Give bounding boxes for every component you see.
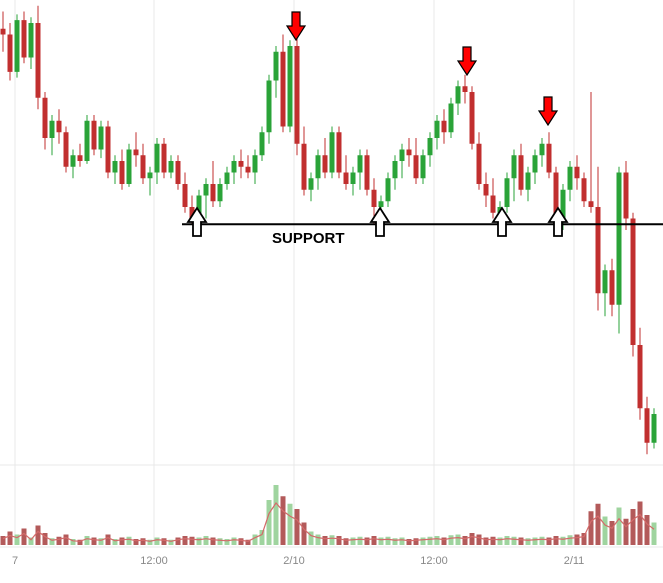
x-axis-label: 12:00 xyxy=(140,555,168,567)
x-axis-label: 2/10 xyxy=(283,555,304,567)
support-label: SUPPORT xyxy=(272,230,345,247)
candlestick-chart xyxy=(0,0,663,583)
x-axis-label: 7 xyxy=(12,555,18,567)
x-axis-label: 2/11 xyxy=(564,555,585,567)
x-axis-label: 12:00 xyxy=(420,555,448,567)
chart-container: 7 12:00 2/10 12:00 2/11 SUPPORT xyxy=(0,0,663,583)
